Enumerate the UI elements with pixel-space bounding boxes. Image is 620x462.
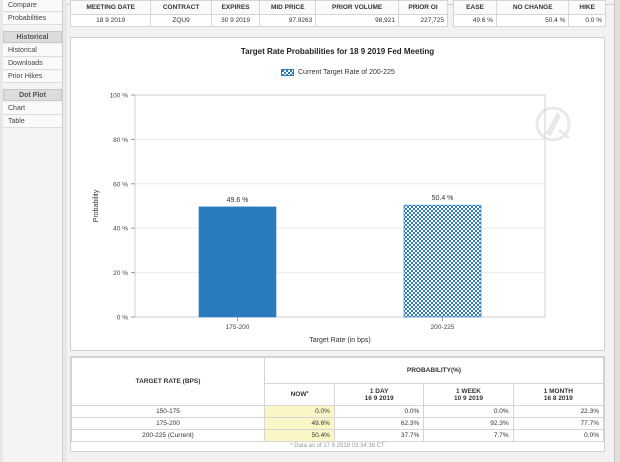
meeting-cell: 18 9 2019 (69, 14, 152, 27)
chart-legend[interactable]: Current Target Rate of 200-225 (281, 67, 395, 77)
meeting-col-header: PRIOR VOLUME (315, 0, 400, 15)
summary-cell: 50.4 % (496, 14, 570, 27)
meeting-cell: 227,725 (398, 14, 448, 27)
bar-chart: 0 % 20 % 40 % 60 % 80 % 100 % Probability 49.6 … (93, 93, 571, 344)
y-tick-label: 20 % (113, 270, 128, 277)
meeting-cell: 97.9263 (259, 14, 317, 27)
y-tick-label: 0 % (117, 315, 128, 322)
probability-summary-table: EASE NO CHANGE HIKE 49.6 % 50.4 % 0.0 % (452, 0, 606, 27)
probability-cell: 49.6% (264, 417, 335, 430)
y-tick-label: 80 % (113, 137, 128, 144)
target-rate-cell: 150-175 (71, 405, 265, 418)
meeting-info-table: MEETING DATE CONTRACT EXPIRES MID PRICE PRIO… (69, 0, 448, 27)
sidebar-item-probabilities[interactable]: Probabilities (3, 13, 62, 25)
col-target-rate: TARGET RATE (BPS) (71, 357, 265, 406)
meeting-cell: 30 9 2019 (210, 14, 261, 27)
horizon-date: 10 9 2019 (454, 394, 483, 402)
probability-cell: 0.0% (423, 405, 514, 418)
summary-cell: 0.0 % (568, 14, 606, 27)
sidebar: Compare Probabilities Historical Historic… (3, 0, 63, 462)
meeting-cell: 98,921 (315, 14, 400, 27)
col-probability: PROBABILITY(%) (264, 357, 604, 384)
table-row: 200-225 (Current) 50.4% 37.7% 7.7% 0.0% (71, 429, 605, 442)
probability-cell: 0.0% (333, 405, 425, 418)
sidebar-section-dotplot: Dot Plot (3, 89, 62, 101)
page-scrollbar[interactable] (614, 0, 620, 462)
horizon-header: 1 MONTH 16 8 2019 (512, 383, 605, 406)
bar-value-label: 49.6 % (227, 197, 249, 204)
horizon-header: 1 WEEK 10 9 2019 (423, 383, 514, 406)
horizon-label: 1 MONTH (543, 387, 573, 395)
summary-col-header: EASE (452, 0, 498, 15)
meeting-col-header: PRIOR OI (398, 0, 448, 15)
y-tick-label: 40 % (113, 226, 128, 233)
plot-frame (134, 94, 546, 318)
main-content: MEETING DATE CONTRACT EXPIRES MID PRICE PRIO… (67, 0, 614, 462)
legend-label: Current Target Rate of 200-225 (298, 68, 395, 76)
horizon-label: NOW (290, 391, 307, 398)
target-rate-probability-table: TARGET RATE (BPS) PROBABILITY(%) NOW* 1 D… (71, 357, 605, 442)
chart-title: Target Rate Probabilities for 18 9 2019 … (240, 47, 435, 56)
table-row: 175-200 49.6% 62.3% 92.3% 77.7% (71, 417, 605, 430)
meeting-col-header: CONTRACT (150, 0, 212, 15)
sidebar-item-dotplot-chart[interactable]: Chart (3, 103, 62, 115)
logo-watermark (535, 106, 571, 142)
sidebar-item-historical[interactable]: Historical (3, 45, 62, 57)
probability-cell: 77.7% (512, 417, 605, 430)
target-rate-cell: 200-225 (Current) (71, 429, 265, 442)
sidebar-item-dotplot-table[interactable]: Table (3, 116, 62, 128)
x-tick-label: 200-225 (431, 324, 455, 331)
legend-swatch (281, 68, 294, 76)
probability-cell: 92.3% (423, 417, 514, 430)
chart-panel: Target Rate Probabilities for 18 9 2019 … (70, 37, 605, 351)
summary-cell: 49.6 % (452, 14, 498, 27)
meeting-cell: ZQU9 (150, 14, 212, 27)
probability-cell: 50.4% (264, 429, 335, 442)
meeting-col-header: MEETING DATE (69, 0, 152, 15)
sidebar-item-compare[interactable]: Compare (3, 0, 62, 12)
probability-cell: 0.0% (512, 429, 605, 442)
horizon-date: 16 8 2019 (543, 394, 573, 402)
x-tick-label: 175-200 (226, 324, 250, 331)
y-tick-label: 100 % (110, 93, 129, 100)
summary-col-header: HIKE (568, 0, 606, 15)
horizon-label: 1 WEEK (456, 387, 481, 395)
sidebar-item-downloads[interactable]: Downloads (3, 58, 62, 70)
sidebar-item-prior-hikes[interactable]: Prior Hikes (3, 71, 62, 83)
probability-cell: 62.3% (333, 417, 425, 430)
bar-175-200[interactable] (198, 206, 277, 318)
horizon-header: NOW* (264, 383, 335, 406)
x-axis-label: Target Rate (in bps) (309, 337, 370, 344)
horizon-header: 1 DAY 16 9 2019 (333, 383, 425, 406)
target-rate-cell: 175-200 (71, 417, 265, 430)
sidebar-section-historical: Historical (3, 31, 62, 43)
bar-200-225[interactable] (403, 204, 482, 318)
table-row: 150-175 0.0% 0.0% 0.0% 22.3% (71, 405, 605, 418)
probability-cell: 7.7% (423, 429, 514, 442)
horizon-date: 16 9 2019 (364, 394, 394, 402)
y-tick-label: 60 % (113, 181, 128, 188)
probability-cell: 0.0% (264, 405, 335, 418)
y-axis-label: Probability (93, 189, 100, 222)
meeting-col-header: MID PRICE (259, 0, 317, 15)
horizon-label: 1 DAY (369, 387, 389, 395)
bar-value-label: 50.4 % (432, 195, 454, 202)
data-timestamp-footnote: * Data as of 17 9 2019 03:34:38 CT (290, 443, 385, 449)
summary-col-header: NO CHANGE (496, 0, 570, 15)
meeting-col-header: EXPIRES (210, 0, 261, 15)
probability-cell: 22.3% (512, 405, 605, 418)
probability-cell: 37.7% (333, 429, 425, 442)
probability-table-panel: TARGET RATE (BPS) PROBABILITY(%) NOW* 1 D… (70, 356, 605, 452)
now-asterisk: * (306, 391, 309, 397)
